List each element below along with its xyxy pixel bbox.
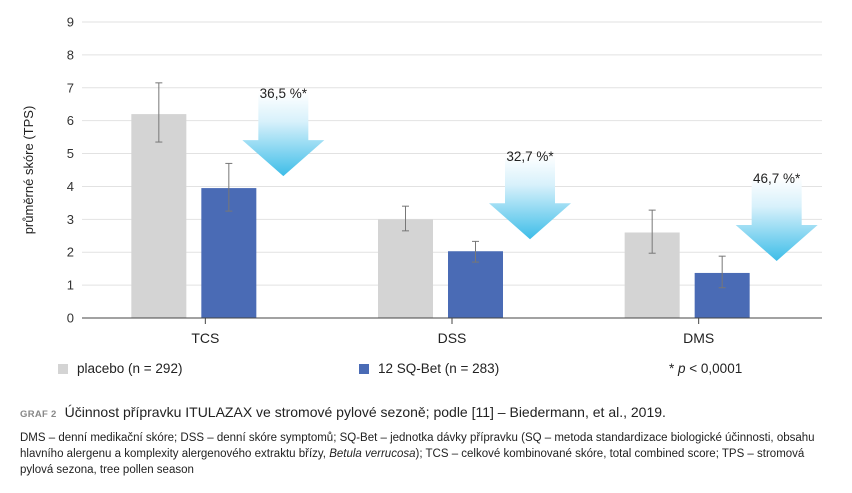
- y-tick-label: 8: [67, 47, 74, 62]
- y-tick-label: 6: [67, 113, 74, 128]
- reduction-arrows: 36,5 %* 32,7 %* 46,7 %*: [242, 86, 818, 261]
- significance-footnote: * p < 0,0001: [669, 361, 742, 376]
- footnote-rest: < 0,0001: [685, 361, 743, 376]
- legend-placebo: placebo (n = 292): [58, 361, 182, 376]
- bar: [378, 219, 433, 318]
- x-tick-labels: TCS DSS DMS: [191, 318, 714, 346]
- x-tick-label: TCS: [191, 330, 219, 346]
- bar: [131, 114, 187, 318]
- figure-caption-title: GRAF 2 Účinnost přípravku ITULAZAX ve str…: [20, 404, 666, 420]
- legend-label-treatment: 12 SQ-Bet (n = 283): [378, 361, 500, 376]
- x-tick-label: DSS: [438, 330, 467, 346]
- y-tick-label: 4: [67, 179, 74, 194]
- bars: [131, 114, 750, 318]
- reduction-label: 46,7 %*: [753, 171, 801, 186]
- reduction-arrow: [489, 155, 571, 240]
- y-tick-label: 7: [67, 80, 74, 95]
- figure-caption-body: DMS – denní medikační skóre; DSS – denní…: [20, 430, 835, 478]
- reduction-label: 32,7 %*: [506, 149, 554, 164]
- footnote-p: p: [678, 361, 686, 376]
- figure-label: GRAF 2: [20, 409, 57, 420]
- y-tick-label: 1: [67, 278, 74, 293]
- legend-swatch-treatment: [359, 363, 369, 374]
- caption-species: Betula verrucosa: [329, 448, 416, 460]
- reduction-label: 36,5 %*: [260, 86, 308, 101]
- y-tick-label: 3: [67, 212, 74, 227]
- caption-text-1: DMS – denní medikační skóre; DSS – denní…: [20, 432, 815, 460]
- y-tick-labels: 0 1 2 3 4 5 6 7 8 9: [67, 15, 74, 326]
- gridlines: [82, 21, 822, 286]
- caption-text-2: ); TCS – celkové kombinované skóre, tota…: [20, 448, 805, 476]
- legend-treatment: 12 SQ-Bet (n = 283): [359, 361, 499, 376]
- y-tick-label: 9: [67, 15, 74, 30]
- reduction-arrow: [735, 176, 818, 261]
- legend-label-placebo: placebo (n = 292): [77, 361, 183, 376]
- y-tick-label: 2: [67, 245, 74, 260]
- y-tick-label: 0: [67, 311, 74, 326]
- figure-title: Účinnost přípravku ITULAZAX ve stromové …: [64, 404, 666, 420]
- error-bars: [155, 82, 726, 289]
- legend-swatch-placebo: [58, 363, 68, 374]
- footnote-star: *: [669, 361, 679, 376]
- y-axis-label: průměrné skóre (TPS): [21, 106, 36, 235]
- y-tick-label: 5: [67, 146, 74, 161]
- x-tick-label: DMS: [683, 330, 714, 346]
- reduction-arrow: [242, 92, 325, 177]
